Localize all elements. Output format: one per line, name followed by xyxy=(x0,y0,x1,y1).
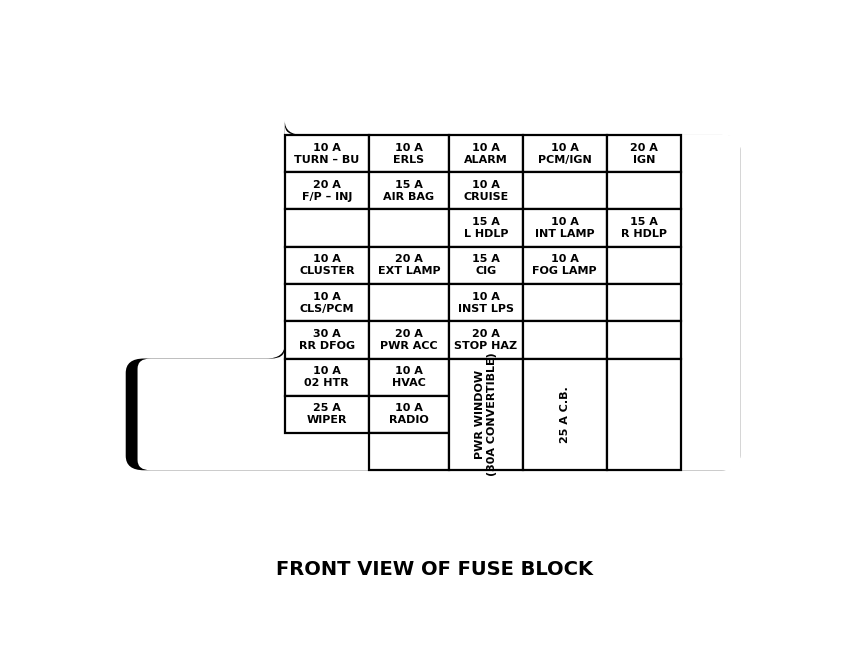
Text: 20 A
STOP HAZ: 20 A STOP HAZ xyxy=(455,329,517,351)
Bar xyxy=(285,358,369,396)
Text: 10 A
INST LPS: 10 A INST LPS xyxy=(458,292,514,314)
Text: 10 A
CLUSTER: 10 A CLUSTER xyxy=(299,255,354,276)
Bar xyxy=(285,284,369,321)
Text: 10 A
ALARM: 10 A ALARM xyxy=(464,142,508,165)
Bar xyxy=(449,210,522,247)
Bar xyxy=(285,247,369,284)
Bar xyxy=(522,284,607,321)
Bar xyxy=(449,135,522,172)
Text: 10 A
CRUISE: 10 A CRUISE xyxy=(463,180,509,202)
Bar xyxy=(607,321,681,358)
Bar xyxy=(449,172,522,210)
Bar xyxy=(522,172,607,210)
Bar xyxy=(369,210,449,247)
Text: PWR WINDOW
(30A CONVERTIBLE): PWR WINDOW (30A CONVERTIBLE) xyxy=(475,353,497,476)
Text: 20 A
PWR ACC: 20 A PWR ACC xyxy=(380,329,438,351)
Bar xyxy=(522,321,607,358)
Bar xyxy=(285,321,369,358)
Bar xyxy=(369,172,449,210)
Bar xyxy=(522,358,607,470)
Text: 15 A
AIR BAG: 15 A AIR BAG xyxy=(383,180,434,202)
Bar xyxy=(607,284,681,321)
Text: 10 A
02 HTR: 10 A 02 HTR xyxy=(304,366,349,388)
Text: 10 A
HVAC: 10 A HVAC xyxy=(392,366,426,388)
Text: 25 A
WIPER: 25 A WIPER xyxy=(307,403,347,425)
Bar xyxy=(449,247,522,284)
Bar xyxy=(522,135,607,172)
Bar xyxy=(369,396,449,433)
Text: 15 A
R HDLP: 15 A R HDLP xyxy=(621,217,667,239)
Text: 30 A
RR DFOG: 30 A RR DFOG xyxy=(298,329,354,351)
Bar xyxy=(607,135,681,172)
Bar xyxy=(522,210,607,247)
Bar xyxy=(607,172,681,210)
Bar xyxy=(607,210,681,247)
Text: 15 A
L HDLP: 15 A L HDLP xyxy=(464,217,508,239)
Bar xyxy=(607,247,681,284)
Text: 10 A
RADIO: 10 A RADIO xyxy=(389,403,429,425)
Bar xyxy=(369,284,449,321)
Text: 10 A
CLS/PCM: 10 A CLS/PCM xyxy=(299,292,354,314)
Bar xyxy=(369,135,449,172)
Bar xyxy=(285,135,369,172)
Bar xyxy=(449,358,522,470)
Bar xyxy=(369,321,449,358)
Text: 10 A
PCM/IGN: 10 A PCM/IGN xyxy=(538,142,592,165)
Text: 20 A
F/P – INJ: 20 A F/P – INJ xyxy=(302,180,352,202)
Text: 10 A
INT LAMP: 10 A INT LAMP xyxy=(535,217,594,239)
Bar xyxy=(607,358,681,470)
Bar xyxy=(369,433,449,470)
Text: 25 A C.B.: 25 A C.B. xyxy=(560,386,570,443)
Bar xyxy=(449,284,522,321)
Text: 15 A
CIG: 15 A CIG xyxy=(472,255,499,276)
PathPatch shape xyxy=(126,120,740,470)
Bar xyxy=(285,210,369,247)
Text: FRONT VIEW OF FUSE BLOCK: FRONT VIEW OF FUSE BLOCK xyxy=(276,560,593,579)
Bar xyxy=(449,321,522,358)
Bar xyxy=(285,396,369,433)
PathPatch shape xyxy=(137,124,740,470)
Text: 10 A
ERLS: 10 A ERLS xyxy=(393,142,425,165)
Text: 10 A
FOG LAMP: 10 A FOG LAMP xyxy=(533,255,597,276)
Bar xyxy=(369,358,449,396)
Text: 20 A
IGN: 20 A IGN xyxy=(630,142,658,165)
Bar xyxy=(369,247,449,284)
Text: 10 A
TURN – BU: 10 A TURN – BU xyxy=(294,142,360,165)
Text: 20 A
EXT LAMP: 20 A EXT LAMP xyxy=(377,255,440,276)
Bar xyxy=(522,247,607,284)
Bar xyxy=(285,172,369,210)
